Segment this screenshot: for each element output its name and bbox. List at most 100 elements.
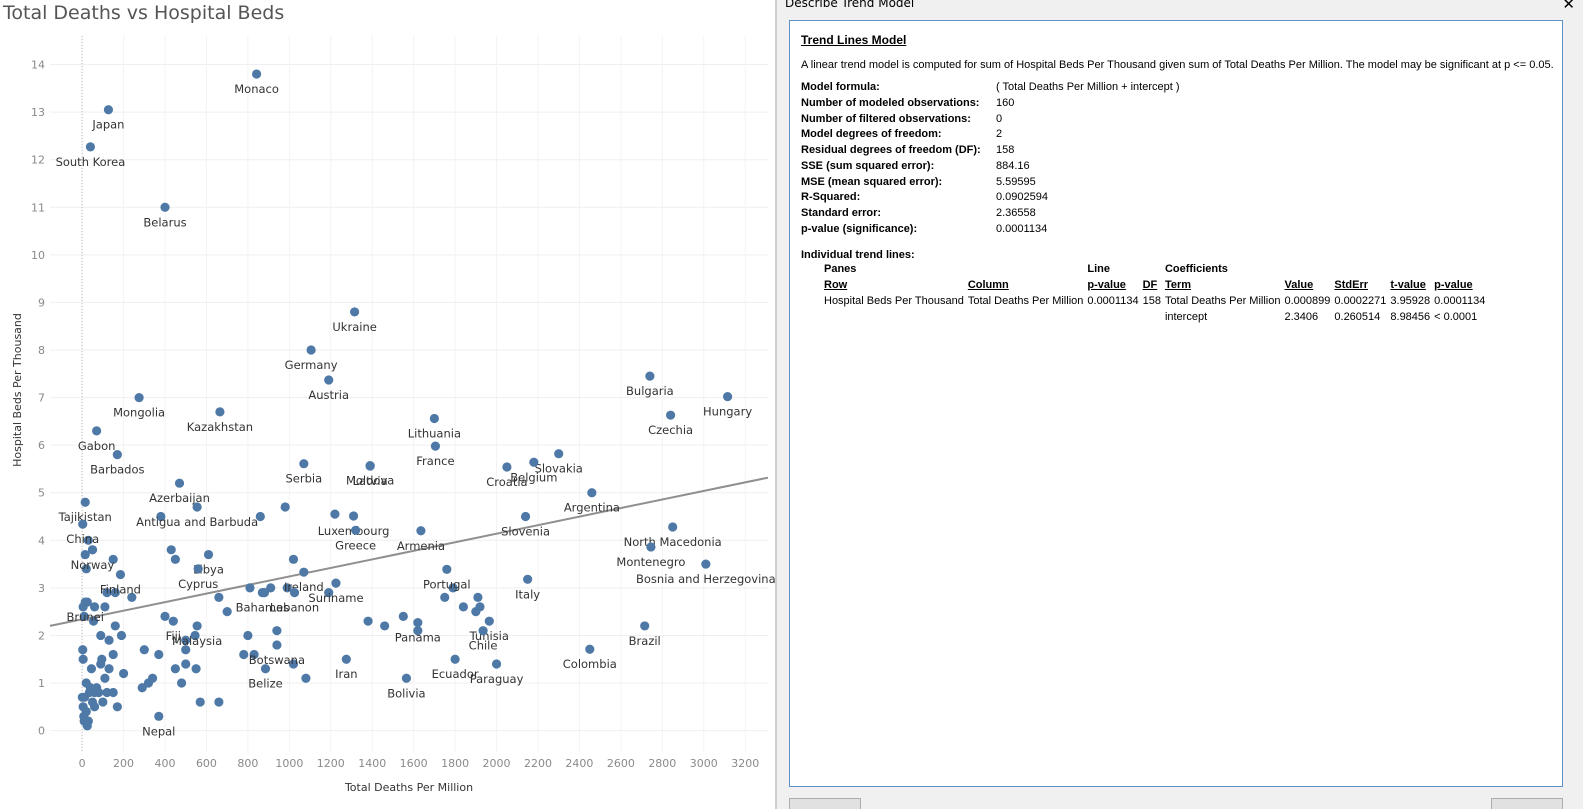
data-point[interactable] [118,668,129,679]
data-point[interactable] [100,602,110,612]
data-point[interactable] [85,142,96,152]
data-point[interactable] [365,461,375,471]
data-point[interactable] [520,511,531,522]
data-point[interactable] [191,664,201,674]
data-point[interactable] [272,626,282,636]
data-point[interactable] [102,588,112,598]
data-point[interactable] [86,664,97,674]
data-point[interactable] [341,654,351,664]
data-point[interactable] [104,664,114,674]
data-point[interactable] [701,559,711,569]
data-point[interactable] [430,441,441,451]
data-point[interactable] [83,716,93,726]
data-point[interactable] [170,554,180,564]
data-point[interactable] [416,526,426,536]
data-point[interactable] [440,592,450,602]
data-point[interactable] [450,654,460,664]
data-point[interactable] [110,588,120,598]
data-point[interactable] [110,621,120,631]
data-point[interactable] [195,697,205,707]
data-point[interactable] [282,583,292,593]
data-point[interactable] [413,626,423,636]
data-point[interactable] [401,673,412,683]
data-point[interactable] [81,564,91,574]
data-point[interactable] [413,617,423,628]
data-point[interactable] [478,626,488,636]
data-point[interactable] [134,392,144,403]
data-point[interactable] [251,69,262,79]
data-point[interactable] [192,621,202,631]
data-point[interactable] [81,706,91,717]
data-point[interactable] [280,502,290,512]
data-point[interactable] [112,702,122,712]
data-point[interactable] [239,649,249,660]
data-point[interactable] [666,410,676,420]
data-point[interactable] [94,687,104,698]
data-point[interactable] [331,578,341,588]
data-point[interactable] [103,105,114,115]
data-point[interactable] [348,511,359,521]
data-point[interactable] [448,583,458,593]
data-point[interactable] [214,697,224,707]
data-point[interactable] [92,426,102,436]
data-point[interactable] [255,511,265,522]
data-point[interactable] [363,616,373,626]
data-point[interactable] [301,673,311,683]
data-point[interactable] [257,588,267,598]
data-point[interactable] [108,649,118,660]
data-point[interactable] [260,664,271,674]
dialog-button-left[interactable] [789,798,861,809]
data-point[interactable] [193,564,203,574]
data-point[interactable] [350,307,360,317]
data-point[interactable] [484,616,494,626]
data-point[interactable] [79,611,89,622]
close-icon[interactable]: ✕ [1562,0,1575,13]
dialog-button-right[interactable] [1491,798,1563,809]
data-point[interactable] [108,554,118,564]
data-point[interactable] [380,621,390,631]
data-point[interactable] [190,630,200,641]
data-point[interactable] [81,678,91,688]
data-point[interactable] [127,592,137,602]
data-point[interactable] [83,535,93,545]
data-point[interactable] [154,649,164,660]
data-point[interactable] [166,545,176,555]
data-point[interactable] [473,592,483,602]
data-point[interactable] [299,567,309,577]
data-point[interactable] [160,611,170,622]
data-point[interactable] [181,659,191,669]
data-point[interactable] [78,654,88,664]
data-point[interactable] [78,645,88,655]
data-point[interactable] [176,678,187,688]
data-point[interactable] [243,630,253,641]
data-point[interactable] [96,630,106,641]
data-point[interactable] [112,450,122,460]
data-point[interactable] [324,588,334,598]
data-point[interactable] [100,673,110,683]
data-point[interactable] [160,202,170,212]
data-point[interactable] [116,630,127,641]
data-point[interactable] [181,645,191,655]
data-point[interactable] [156,511,166,522]
data-point[interactable] [181,635,191,645]
data-point[interactable] [115,569,126,580]
data-point[interactable] [554,449,564,459]
data-point[interactable] [78,519,88,529]
pane-divider[interactable] [775,0,777,809]
data-point[interactable] [645,371,655,381]
data-point[interactable] [266,583,276,593]
data-point[interactable] [222,607,232,617]
data-point[interactable] [154,711,164,721]
data-point[interactable] [306,345,316,355]
data-point[interactable] [288,659,299,669]
data-point[interactable] [523,574,533,584]
data-point[interactable] [398,611,408,622]
data-point[interactable] [170,664,180,674]
data-point[interactable] [174,478,185,488]
data-point[interactable] [203,549,214,560]
data-point[interactable] [491,659,502,669]
data-point[interactable] [502,462,512,472]
data-point[interactable] [324,375,334,385]
data-point[interactable] [80,597,90,607]
data-point[interactable] [585,644,595,654]
